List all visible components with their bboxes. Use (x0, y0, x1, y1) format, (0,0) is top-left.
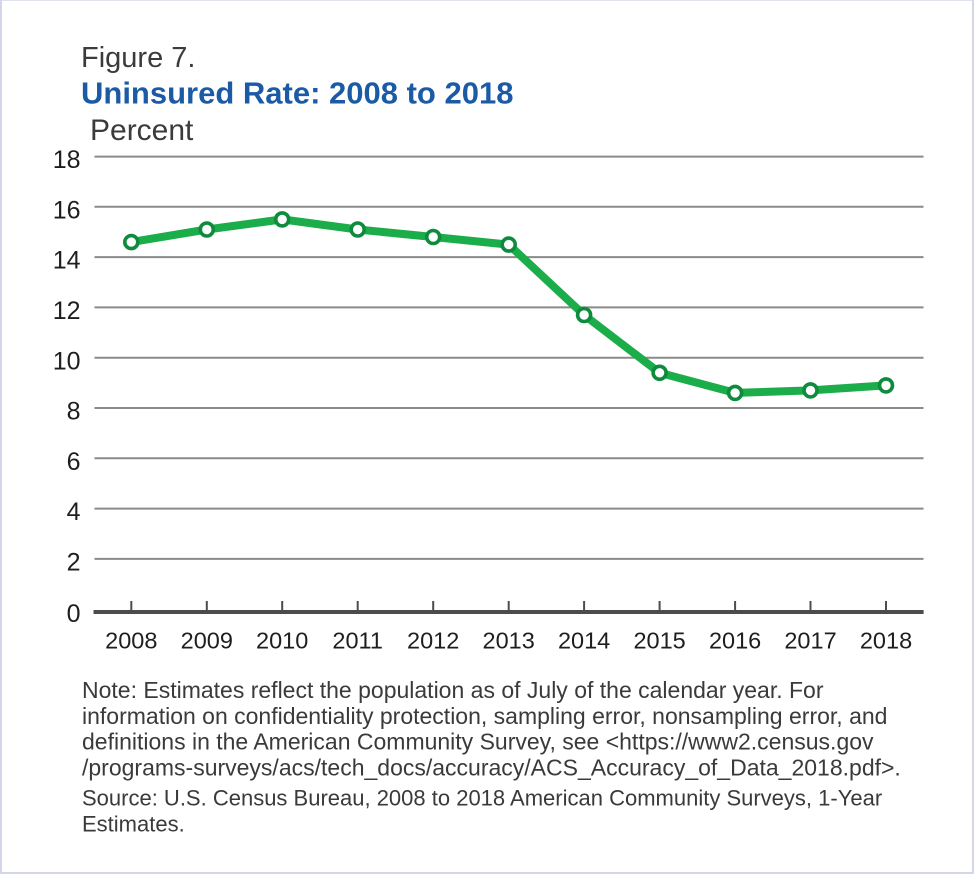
svg-text:2013: 2013 (483, 628, 535, 654)
svg-text:Estimates.: Estimates. (82, 812, 185, 837)
svg-text:2009: 2009 (181, 628, 233, 654)
svg-text:Percent: Percent (90, 114, 194, 147)
svg-text:definitions in the American Co: definitions in the American Community Su… (82, 729, 874, 755)
svg-text:0: 0 (67, 600, 81, 628)
svg-text:2015: 2015 (633, 628, 685, 654)
svg-text:information on confidentiality: information on confidentiality protectio… (82, 703, 887, 729)
svg-text:Uninsured Rate: 2008 to 2018: Uninsured Rate: 2008 to 2018 (81, 76, 513, 111)
svg-text:16: 16 (53, 196, 81, 224)
svg-text:2011: 2011 (332, 628, 383, 654)
svg-text:Figure 7.: Figure 7. (81, 42, 195, 74)
svg-text:8: 8 (67, 398, 81, 426)
svg-text:2016: 2016 (709, 628, 761, 654)
svg-text:14: 14 (53, 247, 81, 275)
svg-text:12: 12 (53, 297, 81, 325)
svg-text:Note: Estimates reflect the po: Note: Estimates reflect the population a… (82, 677, 824, 703)
svg-text:2: 2 (67, 549, 81, 577)
svg-text:2017: 2017 (784, 628, 836, 654)
svg-text:/programs-surveys/acs/tech_doc: /programs-surveys/acs/tech_docs/accuracy… (82, 755, 901, 781)
svg-text:4: 4 (67, 498, 81, 526)
svg-text:2014: 2014 (558, 628, 610, 654)
svg-text:Source: U.S. Census Bureau, 20: Source: U.S. Census Bureau, 2008 to 2018… (82, 786, 882, 811)
svg-text:2008: 2008 (105, 628, 157, 654)
svg-text:10: 10 (53, 347, 81, 375)
svg-text:2010: 2010 (256, 628, 308, 654)
svg-text:2018: 2018 (860, 628, 912, 654)
svg-text:6: 6 (67, 448, 81, 476)
svg-text:18: 18 (53, 146, 81, 174)
svg-text:2012: 2012 (407, 628, 459, 654)
